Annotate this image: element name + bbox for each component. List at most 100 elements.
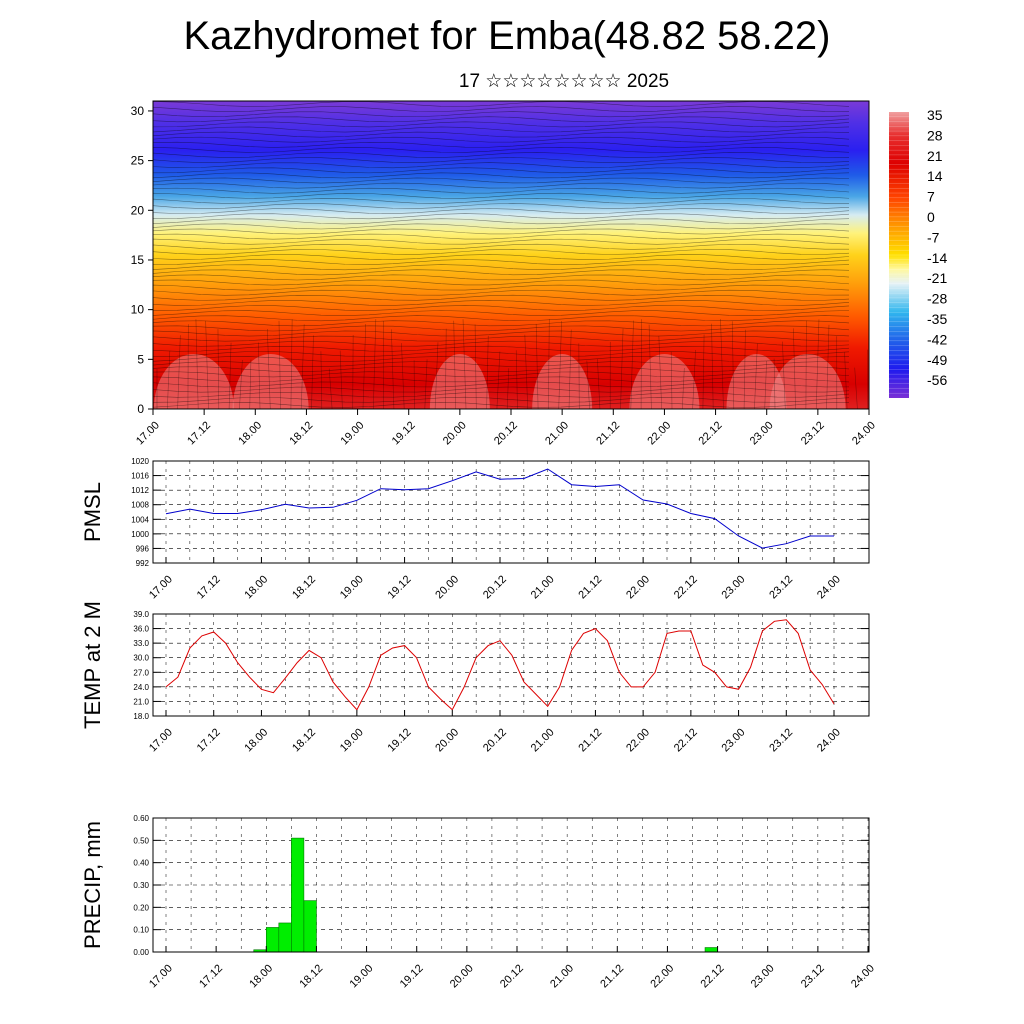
precip-x-tick-label: 20.00	[448, 962, 476, 990]
heatmap-x-tick-label: 20.00	[441, 419, 469, 447]
colorbar-ramp	[889, 112, 909, 398]
wind-streamline	[524, 334, 529, 409]
temp-series-line	[165, 619, 835, 711]
precip-x-tick-label: 23.00	[749, 962, 777, 990]
wind-streamline	[153, 233, 850, 240]
wind-streamline	[153, 172, 850, 179]
p-x-tick-label: 20.00	[433, 573, 461, 601]
wind-streamline	[568, 329, 572, 409]
t-x-tick-label: 20.00	[433, 726, 461, 754]
t-y-tick-label: 18.0	[133, 712, 149, 721]
wind-streamline	[391, 329, 395, 409]
wind-streamline	[815, 319, 820, 409]
heatmap-y-axis: 0 5 10 15 20 25 30	[131, 104, 153, 416]
wind-streamline	[153, 228, 850, 235]
colorbar-label: 28	[927, 127, 943, 143]
heatmap-x-tick-label: 24.00	[850, 419, 878, 447]
wind-streamline	[496, 351, 501, 409]
wind-streamline	[670, 351, 673, 409]
heatmap-y-tick-label: 10	[131, 303, 145, 317]
wind-streamline	[239, 359, 243, 409]
wind-streamline	[692, 349, 696, 409]
precip-bars	[253, 837, 718, 953]
precip-bar	[278, 922, 292, 953]
heatmap-y-tick-label: 30	[131, 104, 145, 118]
wind-streamline	[249, 359, 252, 409]
wind-streamline	[153, 126, 850, 133]
p-x-tick-label: 18.12	[290, 573, 318, 601]
wind-streamline	[153, 396, 850, 403]
wind-streamline	[153, 315, 850, 322]
t-y-tick-label: 33.0	[133, 639, 149, 648]
p-y-tick-label: 1012	[131, 486, 149, 495]
wind-streamline	[300, 324, 305, 409]
wind-streamline	[267, 328, 271, 409]
wind-streamline	[362, 324, 367, 409]
page-subtitle: 17 ☆☆☆☆☆☆☆☆ 2025	[458, 71, 670, 92]
wind-streamline	[586, 360, 590, 409]
p-x-tick-label: 21.12	[576, 573, 604, 601]
p-x-tick-label: 19.12	[386, 573, 414, 601]
heatmap-panel: 0 5 10 15 20 25 30 17.00 17.12 18.00 18.12 19.00 19…	[131, 100, 878, 447]
wind-streamline	[682, 367, 685, 409]
wind-streamline	[258, 342, 261, 409]
precip-bar	[303, 900, 317, 953]
t-x-tick-label: 23.12	[767, 726, 795, 754]
temp-y-axis: 39.0 36.0 33.0 30.0 27.0 24.0 21.0 18.0	[133, 610, 869, 721]
heatmap-y-tick-label: 5	[137, 352, 144, 366]
wind-streamline	[278, 320, 281, 409]
wind-streamline	[743, 329, 746, 409]
wind-streamline	[153, 401, 850, 408]
wind-streamline	[153, 136, 850, 143]
wind-streamline	[153, 361, 850, 367]
colorbar-label: -14	[927, 250, 947, 266]
wind-streamline	[153, 284, 850, 291]
precip-y-tick-label: 0.60	[133, 814, 149, 823]
heatmap-y-tick-label: 15	[131, 253, 145, 267]
wind-streamline	[217, 329, 220, 409]
precip-x-tick-label: 24.00	[849, 962, 877, 990]
wind-streamline	[445, 328, 447, 409]
wind-streamline	[153, 381, 850, 388]
wind-streamline	[153, 340, 850, 347]
wind-streamline	[854, 367, 858, 409]
colorbar-label: 0	[927, 209, 935, 225]
p-x-tick-label: 17.12	[195, 573, 223, 601]
heatmap-x-axis: 17.00 17.12 18.00 18.12 19.00 19.12 20.00 20.12…	[134, 409, 878, 447]
wind-streamline	[486, 335, 489, 409]
wind-streamline	[320, 351, 323, 409]
wind-streamline	[764, 360, 767, 409]
colorbar-label: -28	[927, 291, 947, 307]
precip-bar	[265, 927, 280, 953]
temp-frame	[152, 613, 870, 717]
wind-streamline	[153, 238, 850, 245]
precip-y-tick-label: 0.40	[133, 859, 149, 868]
wind-streamline	[153, 254, 850, 260]
wind-streamline	[548, 319, 550, 409]
t-y-tick-label: 30.0	[133, 654, 149, 663]
wind-streamline	[153, 310, 850, 316]
wind-streamline	[620, 328, 624, 409]
wind-streamline	[153, 141, 850, 148]
wind-streamline	[153, 289, 850, 296]
heatmap-y-tick-label: 20	[131, 203, 145, 217]
colorbar-label: 35	[927, 107, 943, 123]
pmsl-x-axis: 17.00 17.12 18.00 18.12 19.00 19.12 20.00 20.12…	[147, 557, 843, 601]
wind-streamline	[773, 358, 776, 409]
wind-streamline	[153, 182, 850, 189]
wind-streamline	[153, 274, 850, 281]
wind-streamline	[731, 321, 735, 409]
colorbar-label: 14	[927, 168, 943, 184]
wind-streamline	[153, 325, 850, 332]
t-y-tick-label: 39.0	[133, 610, 149, 619]
wind-streamline	[153, 187, 850, 194]
precip-y-tick-label: 0.50	[133, 836, 149, 845]
p-x-tick-label: 23.12	[767, 573, 795, 601]
wind-streamline	[424, 359, 428, 409]
temp-panel: 39.036.033.030.027.024.021.018.0 17.00 17…	[80, 601, 870, 754]
colorbar: 35 28 21 14 7 0 -7 -14 -21 -28 -35 -42 -49 -56	[889, 107, 947, 398]
wind-streamline	[373, 319, 377, 409]
wind-streamline	[153, 116, 850, 123]
wind-streamline	[290, 319, 293, 409]
